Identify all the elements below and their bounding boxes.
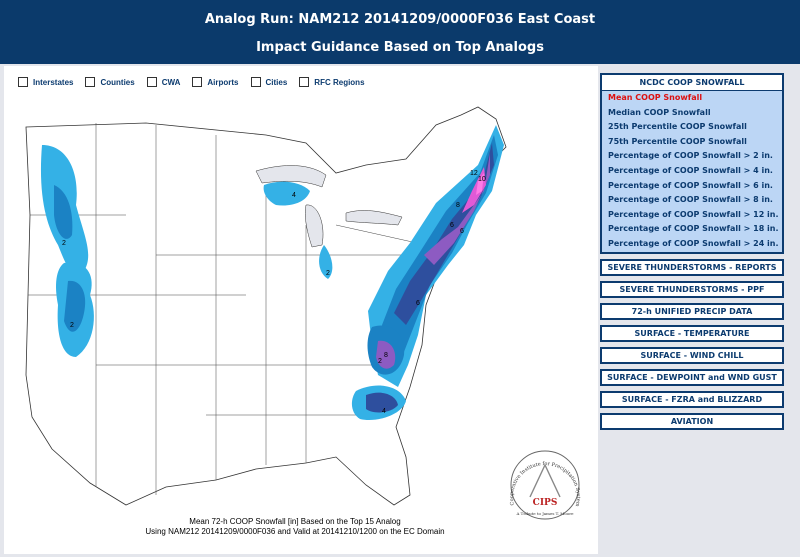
map-land xyxy=(25,106,507,506)
cips-logo: Cooperative Institute for Precipitation … xyxy=(500,445,581,520)
menu-item-median-snowfall[interactable]: Median COOP Snowfall xyxy=(608,107,711,117)
contour-label: 10 xyxy=(478,176,486,183)
checkbox-icon[interactable] xyxy=(85,77,96,87)
checkbox-icon[interactable] xyxy=(18,77,28,87)
snow-area-purple xyxy=(424,153,490,265)
layer-label: Counties xyxy=(100,77,135,87)
logo-arch-icon xyxy=(529,463,561,498)
surface-dewpoint-button[interactable]: SURFACE - DEWPOINT and WND GUST xyxy=(600,368,784,386)
contour-label: 6 xyxy=(460,228,464,235)
product-sidebar: NCDC COOP SNOWFALL Mean COOP Snowfall Me… xyxy=(600,73,784,430)
surface-wind-chill-button[interactable]: SURFACE - WIND CHILL xyxy=(600,346,784,364)
page-subtitle: Impact Guidance Based on Top Analogs xyxy=(256,40,544,55)
menu-item-pct-gt-2[interactable]: Percentage of COOP Snowfall > 2 in. xyxy=(608,151,773,161)
menu-item-25th-percentile[interactable]: 25th Percentile COOP Snowfall xyxy=(608,122,747,132)
caption-line: Using NAM212 20141209/0000F036 and Valid… xyxy=(145,527,445,536)
menu-item-pct-gt-6[interactable]: Percentage of COOP Snowfall > 6 in. xyxy=(608,180,773,190)
layer-label: Airports xyxy=(207,77,239,87)
menu-item-pct-gt-24[interactable]: Percentage of COOP Snowfall > 24 in. xyxy=(608,238,779,248)
caption-line: Mean 72-h COOP Snowfall [in] Based on th… xyxy=(189,517,401,526)
checkbox-icon[interactable] xyxy=(146,77,157,87)
checkbox-icon[interactable] xyxy=(299,77,310,87)
unified-precip-button[interactable]: 72-h UNIFIED PRECIP DATA xyxy=(600,302,784,320)
map-caption: Mean 72-h COOP Snowfall [in] Based on th… xyxy=(130,517,460,537)
snow-area-dark xyxy=(394,143,494,325)
contour-label: 2 xyxy=(326,270,330,277)
contour-label: 4 xyxy=(382,408,386,415)
contour-label: 2 xyxy=(70,322,74,329)
aviation-button[interactable]: AVIATION xyxy=(600,412,784,430)
logo-tribute: A Tribute to James T. Moore xyxy=(516,511,575,516)
great-lakes xyxy=(345,210,403,226)
great-lakes xyxy=(305,204,324,248)
menu-item-mean-snowfall[interactable]: Mean COOP Snowfall xyxy=(608,93,703,102)
menu-section-title[interactable]: NCDC COOP SNOWFALL xyxy=(602,75,782,91)
layer-label: CWA xyxy=(161,77,181,87)
contour-label: 6 xyxy=(450,222,454,229)
contour-labels: 2 2 2 4 8 12 10 6 6 6 2 8 4 xyxy=(62,170,486,415)
contour-label: 8 xyxy=(456,202,460,209)
snowfall-submenu: Mean COOP Snowfall Median COOP Snowfall … xyxy=(602,91,782,252)
layer-label: RFC Regions xyxy=(314,77,365,87)
layer-toggle-interstates[interactable]: Interstates xyxy=(18,77,73,87)
menu-item-75th-percentile[interactable]: 75th Percentile COOP Snowfall xyxy=(608,136,747,146)
page-title: Analog Run: NAM212 20141209/0000F036 Eas… xyxy=(204,12,596,27)
severe-ppf-button[interactable]: SEVERE THUNDERSTORMS - PPF xyxy=(600,280,784,298)
layer-toggle-rfc-regions[interactable]: RFC Regions xyxy=(299,77,365,87)
page-header: Analog Run: NAM212 20141209/0000F036 Eas… xyxy=(0,0,800,64)
severe-reports-button[interactable]: SEVERE THUNDERSTORMS - REPORTS xyxy=(600,258,784,276)
snow-area-dark xyxy=(366,392,398,413)
layer-label: Interstates xyxy=(33,77,74,87)
snowfall-shading xyxy=(40,125,504,421)
snow-area-mid xyxy=(54,185,73,239)
snowfall-map: 2 2 2 4 8 12 10 6 6 6 2 8 4 xyxy=(25,106,507,506)
checkbox-icon[interactable] xyxy=(250,77,261,87)
great-lakes xyxy=(255,165,327,188)
contour-label: 2 xyxy=(378,358,382,365)
contour-label: 2 xyxy=(62,240,66,247)
snow-area-light xyxy=(263,181,310,206)
layer-label: Cities xyxy=(265,77,288,87)
snow-area-light xyxy=(319,245,333,279)
snow-area-mid xyxy=(64,280,86,332)
layer-toggle-airports[interactable]: Airports xyxy=(192,77,239,87)
coop-snowfall-menu: NCDC COOP SNOWFALL Mean COOP Snowfall Me… xyxy=(600,73,784,254)
surface-temperature-button[interactable]: SURFACE - TEMPERATURE xyxy=(600,324,784,342)
layer-toggles: Interstates Counties CWA Airports Cities… xyxy=(18,77,365,87)
contour-label: 6 xyxy=(416,300,420,307)
snow-area-purple xyxy=(376,340,396,369)
menu-item-pct-gt-12[interactable]: Percentage of COOP Snowfall > 12 in. xyxy=(608,209,779,219)
contour-label: 12 xyxy=(470,170,478,177)
checkbox-icon[interactable] xyxy=(192,77,203,87)
layer-toggle-cwa[interactable]: CWA xyxy=(146,77,181,87)
snow-area-pink xyxy=(476,173,484,195)
menu-item-pct-gt-4[interactable]: Percentage of COOP Snowfall > 4 in. xyxy=(608,165,773,175)
layer-toggle-counties[interactable]: Counties xyxy=(85,77,135,87)
logo-ring xyxy=(510,450,580,520)
logo-name: CIPS xyxy=(533,498,558,508)
layer-toggle-cities[interactable]: Cities xyxy=(250,77,288,87)
menu-item-pct-gt-8[interactable]: Percentage of COOP Snowfall > 8 in. xyxy=(608,195,773,205)
surface-fzra-blizzard-button[interactable]: SURFACE - FZRA and BLIZZARD xyxy=(600,390,784,408)
contour-label: 8 xyxy=(384,352,388,359)
contour-label: 4 xyxy=(292,192,296,199)
menu-item-pct-gt-18[interactable]: Percentage of COOP Snowfall > 18 in. xyxy=(608,224,779,234)
